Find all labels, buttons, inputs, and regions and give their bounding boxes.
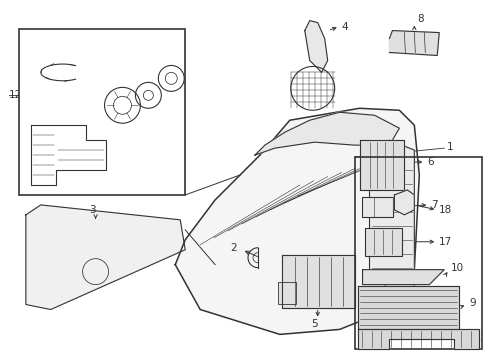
Bar	[19, 28, 185, 195]
Text: 4: 4	[341, 22, 347, 32]
Text: 7: 7	[430, 200, 437, 210]
Text: 6: 6	[427, 157, 433, 167]
Bar	[364, 228, 402, 256]
Polygon shape	[369, 140, 413, 294]
Text: 15: 15	[112, 128, 125, 138]
Bar	[354, 157, 481, 349]
Polygon shape	[394, 190, 413, 215]
Polygon shape	[304, 21, 327, 72]
Text: 13: 13	[36, 44, 49, 54]
Text: 16: 16	[162, 98, 175, 108]
Polygon shape	[388, 31, 438, 55]
Polygon shape	[357, 329, 478, 349]
Text: 2: 2	[230, 243, 237, 253]
Text: 14: 14	[137, 115, 150, 125]
Polygon shape	[359, 140, 404, 190]
Bar	[277, 282, 295, 303]
Text: 9: 9	[468, 297, 475, 307]
Polygon shape	[281, 255, 354, 307]
Polygon shape	[254, 112, 399, 155]
Polygon shape	[357, 285, 458, 329]
Text: 3: 3	[89, 205, 96, 215]
Text: 1: 1	[447, 142, 453, 152]
Text: 17: 17	[438, 237, 451, 247]
Bar	[361, 197, 393, 217]
Polygon shape	[175, 108, 419, 334]
Text: 5: 5	[311, 319, 317, 329]
Text: 8: 8	[416, 14, 423, 24]
Text: 11: 11	[468, 332, 481, 342]
Text: 12: 12	[9, 90, 22, 100]
Polygon shape	[26, 205, 185, 310]
Polygon shape	[362, 270, 443, 285]
Text: 10: 10	[450, 263, 464, 273]
Text: 18: 18	[438, 205, 451, 215]
